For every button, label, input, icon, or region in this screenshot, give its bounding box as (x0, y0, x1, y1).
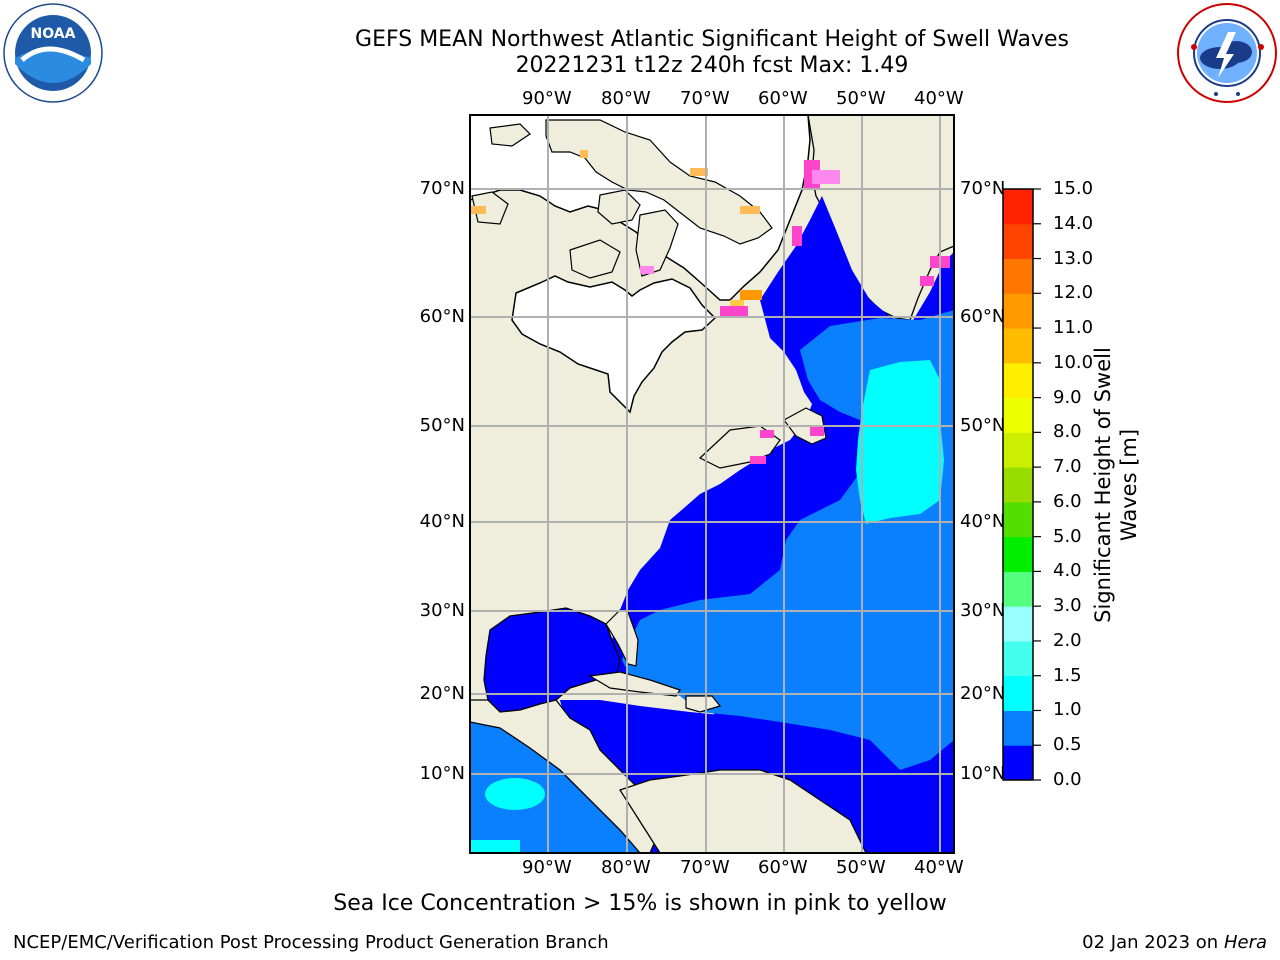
colorbar-tick-label: 1.5 (1053, 664, 1082, 686)
lat-label-left: 30°N (419, 600, 465, 621)
colorbar-tick-label: 7.0 (1053, 456, 1082, 478)
colorbar-label: Significant Height of Swell Waves [m] (1091, 347, 1141, 623)
colorbar-tick-label: 5.0 (1053, 525, 1082, 547)
colorbar-tick-label: 14.0 (1053, 212, 1094, 234)
colorbar-tick-label: 6.0 (1053, 490, 1082, 512)
colorbar-tick-label: 3.0 (1053, 595, 1082, 617)
colorbar-tick-label: 4.0 (1053, 560, 1082, 582)
lat-label-right: 10°N (960, 763, 1006, 784)
lon-label-bottom: 50°W (836, 857, 886, 878)
lat-label-left: 20°N (419, 683, 465, 704)
colorbar-segment (1003, 571, 1033, 607)
lon-label-top: 80°W (601, 88, 651, 109)
lat-label-left: 10°N (419, 763, 465, 784)
colorbar-segment (1003, 362, 1033, 399)
nws-logo (1177, 3, 1277, 103)
lat-label-left: 40°N (419, 511, 465, 532)
colorbar-tick-label: 0.5 (1053, 734, 1082, 756)
colorbar-tick-label: 1.0 (1053, 699, 1082, 721)
sea-ice-marks (470, 150, 950, 464)
lon-label-bottom: 70°W (680, 857, 730, 878)
hudson-bay-nodata (511, 275, 717, 414)
noaa-logo-text: NOAA (31, 26, 76, 42)
lon-label-bottom: 60°W (758, 857, 808, 878)
colorbar-segment (1003, 745, 1033, 781)
colorbar-segment (1003, 606, 1033, 642)
lat-label-right: 40°N (960, 511, 1006, 532)
footer-machine: Hera (1223, 932, 1267, 953)
colorbar-tick-label: 15.0 (1053, 178, 1094, 199)
colorbar-tick-label: 9.0 (1053, 386, 1082, 408)
noaa-logo: NOAA (3, 3, 103, 103)
colorbar-segment (1003, 536, 1033, 572)
colorbar-tick-label: 13.0 (1053, 247, 1094, 269)
colorbar-tick-label: 2.0 (1053, 629, 1082, 651)
colorbar-segment (1003, 258, 1033, 294)
lon-label-bottom: 40°W (914, 857, 964, 878)
lat-label-left: 60°N (419, 306, 465, 327)
map-gridlines (470, 115, 954, 853)
footer-credit: NCEP/EMC/Verification Post Processing Pr… (13, 932, 609, 953)
lat-label-left: 70°N (419, 178, 465, 199)
colorbar-segment (1003, 397, 1033, 433)
colorbar-segment (1003, 675, 1033, 711)
lon-label-bottom: 80°W (601, 857, 651, 878)
swell-band-1-0-1-5 (856, 360, 944, 524)
colorbar-segment (1003, 432, 1033, 468)
lon-label-top: 70°W (680, 88, 730, 109)
lat-label-left: 50°N (419, 415, 465, 436)
lat-label-right: 50°N (960, 415, 1006, 436)
colorbar (1003, 188, 1041, 781)
lon-label-top: 40°W (914, 88, 964, 109)
colorbar-segment (1003, 293, 1033, 329)
colorbar-segment (1003, 501, 1033, 538)
lon-label-bottom: 90°W (522, 857, 572, 878)
chart-title: GEFS MEAN Northwest Atlantic Significant… (355, 27, 1069, 52)
colorbar-tick-label: 12.0 (1053, 282, 1094, 304)
colorbar-tick-label: 10.0 (1053, 351, 1094, 373)
lat-label-right: 70°N (960, 178, 1006, 199)
colorbar-segment (1003, 710, 1033, 746)
footer-date: 02 Jan 2023 on Hera (1082, 932, 1267, 953)
colorbar-tick-label: 11.0 (1053, 317, 1094, 339)
colorbar-segment (1003, 328, 1033, 364)
colorbar-segment (1003, 640, 1033, 677)
lat-label-right: 20°N (960, 683, 1006, 704)
chart-subtitle: 20221231 t12z 240h fcst Max: 1.49 (515, 53, 909, 78)
pacific-ocean (470, 722, 640, 853)
footer-date-text: 02 Jan 2023 on (1082, 932, 1219, 953)
lon-label-top: 50°W (836, 88, 886, 109)
sea-ice-note: Sea Ice Concentration > 15% is shown in … (333, 891, 947, 916)
lon-label-top: 60°W (758, 88, 808, 109)
colorbar-tick-label: 0.0 (1053, 769, 1082, 790)
colorbar-segment (1003, 467, 1033, 503)
map-frame (469, 114, 955, 854)
colorbar-segment (1003, 223, 1033, 260)
lat-label-right: 60°N (960, 306, 1006, 327)
lon-label-top: 90°W (522, 88, 572, 109)
colorbar-tick-label: 8.0 (1053, 421, 1082, 443)
colorbar-segment (1003, 189, 1033, 225)
lat-label-right: 30°N (960, 600, 1006, 621)
arctic-nodata (470, 115, 811, 301)
